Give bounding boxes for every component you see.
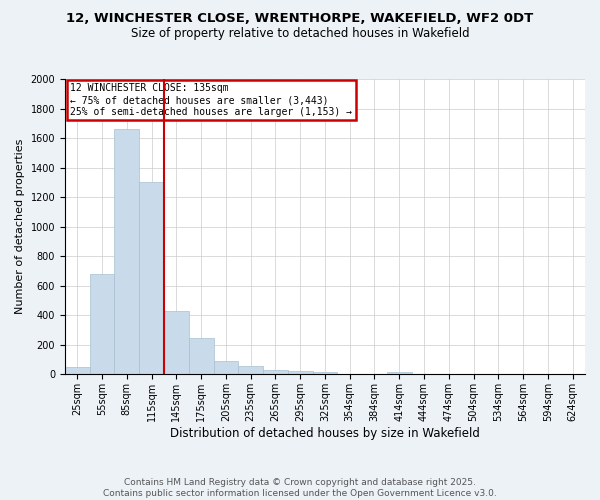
Bar [263,370,288,374]
Bar [313,372,337,374]
Bar [139,182,164,374]
Bar [288,372,313,374]
Bar [65,367,89,374]
Bar [214,361,238,374]
Text: Size of property relative to detached houses in Wakefield: Size of property relative to detached ho… [131,28,469,40]
Y-axis label: Number of detached properties: Number of detached properties [15,139,25,314]
Bar [238,366,263,374]
Bar [387,372,412,374]
Text: 12 WINCHESTER CLOSE: 135sqm
← 75% of detached houses are smaller (3,443)
25% of : 12 WINCHESTER CLOSE: 135sqm ← 75% of det… [70,84,352,116]
Bar [164,311,189,374]
Bar [189,338,214,374]
Text: 12, WINCHESTER CLOSE, WRENTHORPE, WAKEFIELD, WF2 0DT: 12, WINCHESTER CLOSE, WRENTHORPE, WAKEFI… [67,12,533,26]
Bar [89,274,115,374]
Text: Contains HM Land Registry data © Crown copyright and database right 2025.
Contai: Contains HM Land Registry data © Crown c… [103,478,497,498]
X-axis label: Distribution of detached houses by size in Wakefield: Distribution of detached houses by size … [170,427,480,440]
Bar [115,129,139,374]
